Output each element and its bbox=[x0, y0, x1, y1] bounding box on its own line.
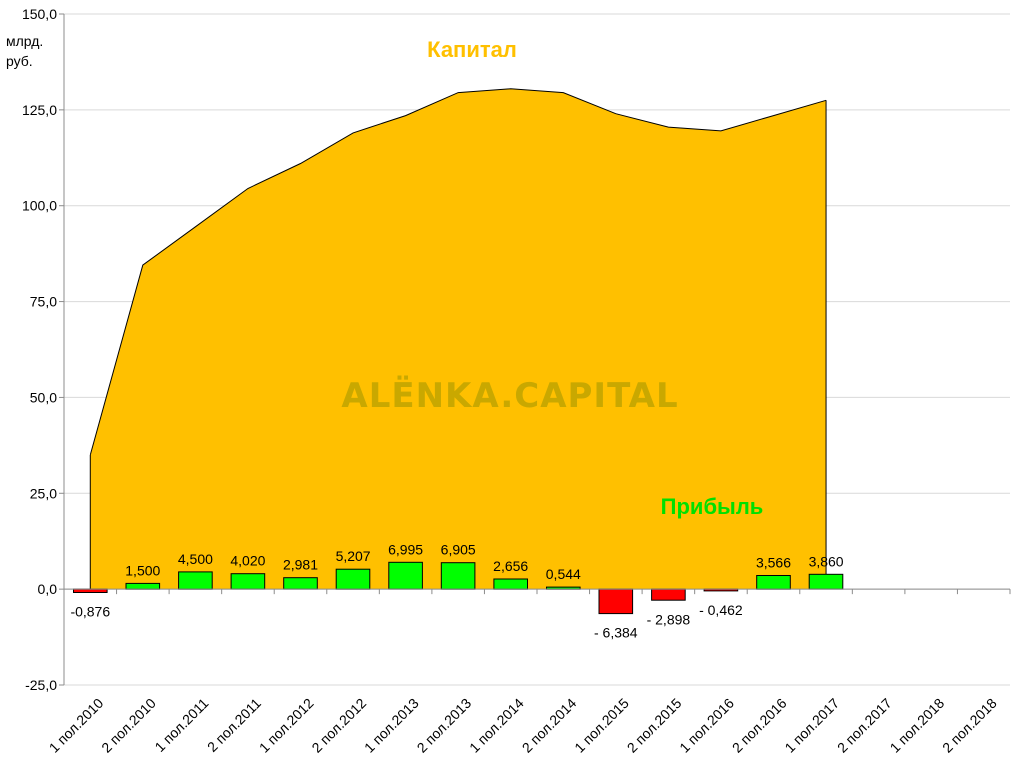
x-tick-label: 2 пол.2017 bbox=[834, 695, 895, 756]
bar-data-label: 2,656 bbox=[493, 558, 528, 574]
series-title-profit: Прибыль bbox=[661, 494, 764, 519]
watermark-center: ALЁNKA.CAPITAL bbox=[341, 375, 678, 416]
profit-bar bbox=[388, 561, 423, 590]
profit-bar bbox=[651, 588, 686, 601]
bar-data-label: - 2,898 bbox=[647, 611, 691, 627]
x-tick-label: 2 пол.2010 bbox=[98, 695, 159, 756]
y-tick-label: 150,0 bbox=[22, 6, 57, 22]
bar-data-label: 4,500 bbox=[178, 551, 213, 567]
bar-data-label: 6,905 bbox=[441, 542, 476, 558]
bar-data-label: - 0,462 bbox=[699, 602, 743, 618]
y-tick-label: 50,0 bbox=[30, 389, 57, 405]
x-tick-label: 2 пол.2014 bbox=[519, 695, 580, 756]
x-tick-label: 2 пол.2018 bbox=[939, 695, 1000, 756]
bar-data-labels: -0,876 1,500 4,500 4,020 2,981 5,207 6,995 6,90… bbox=[70, 541, 843, 640]
bar-data-label: 6,995 bbox=[388, 541, 423, 557]
x-tick-label: 1 пол.2014 bbox=[466, 695, 527, 756]
y-tick-label: 25,0 bbox=[30, 485, 57, 501]
profit-bar bbox=[335, 568, 371, 590]
x-tick-label: 1 пол.2018 bbox=[887, 695, 948, 756]
profit-bar bbox=[178, 571, 213, 590]
capital-area bbox=[89, 88, 827, 590]
y-tick-label: 75,0 bbox=[30, 294, 57, 310]
bar-data-label: 3,566 bbox=[756, 555, 791, 571]
profit-bar bbox=[440, 562, 476, 590]
bar-data-label: 2,981 bbox=[283, 557, 318, 573]
y-tick-labels: 150,0 125,0 100,0 75,0 50,0 25,0 0,0 -25,0 bbox=[22, 6, 57, 693]
x-tick-label: 1 пол.2011 bbox=[151, 695, 211, 755]
profit-bar bbox=[598, 588, 634, 615]
profit-bar bbox=[493, 578, 528, 590]
x-tick-label: 2 пол.2013 bbox=[414, 695, 475, 756]
x-tick-label: 1 пол.2016 bbox=[676, 695, 737, 756]
bar-data-label: - 6,384 bbox=[594, 625, 638, 641]
profit-bar bbox=[125, 582, 161, 590]
y-tick-label: -25,0 bbox=[25, 677, 57, 693]
profit-bar bbox=[283, 577, 318, 590]
axes bbox=[59, 13, 1011, 686]
series-title-capital: Капитал bbox=[427, 37, 517, 62]
capital-area-fill bbox=[90, 88, 827, 590]
y-tick-label: 125,0 bbox=[22, 102, 57, 118]
x-tick-label: 1 пол.2013 bbox=[361, 695, 422, 756]
capital-area-outline bbox=[89, 88, 827, 456]
x-tick-label: 1 пол.2017 bbox=[781, 695, 842, 756]
bar-data-label: 1,500 bbox=[125, 562, 160, 578]
x-tick-label: 2 пол.2016 bbox=[729, 695, 790, 756]
bar-data-label: 3,860 bbox=[809, 553, 844, 569]
profit-bar bbox=[808, 573, 844, 590]
x-tick-label: 2 пол.2015 bbox=[624, 695, 685, 756]
y-axis-label-line2: руб. bbox=[6, 53, 33, 69]
bar-data-label: -0,876 bbox=[70, 604, 110, 620]
y-axis-label-line1: млрд. bbox=[6, 33, 43, 49]
y-tick-label: 0,0 bbox=[38, 581, 58, 597]
x-tick-label: 2 пол.2011 bbox=[204, 695, 264, 755]
y-tick-label: 100,0 bbox=[22, 198, 57, 214]
profit-bars bbox=[73, 561, 844, 615]
x-tick-label: 1 пол.2015 bbox=[571, 695, 632, 756]
x-tick-label: 2 пол.2012 bbox=[308, 695, 369, 756]
bar-data-label: 0,544 bbox=[546, 566, 581, 582]
bar-data-label: 4,020 bbox=[230, 553, 265, 569]
profit-bar bbox=[230, 573, 266, 590]
x-tick-label: 1 пол.2012 bbox=[256, 695, 317, 756]
x-tick-label: 1 пол.2010 bbox=[46, 695, 107, 756]
bar-data-label: 5,207 bbox=[336, 548, 371, 564]
profit-bar bbox=[756, 575, 791, 590]
